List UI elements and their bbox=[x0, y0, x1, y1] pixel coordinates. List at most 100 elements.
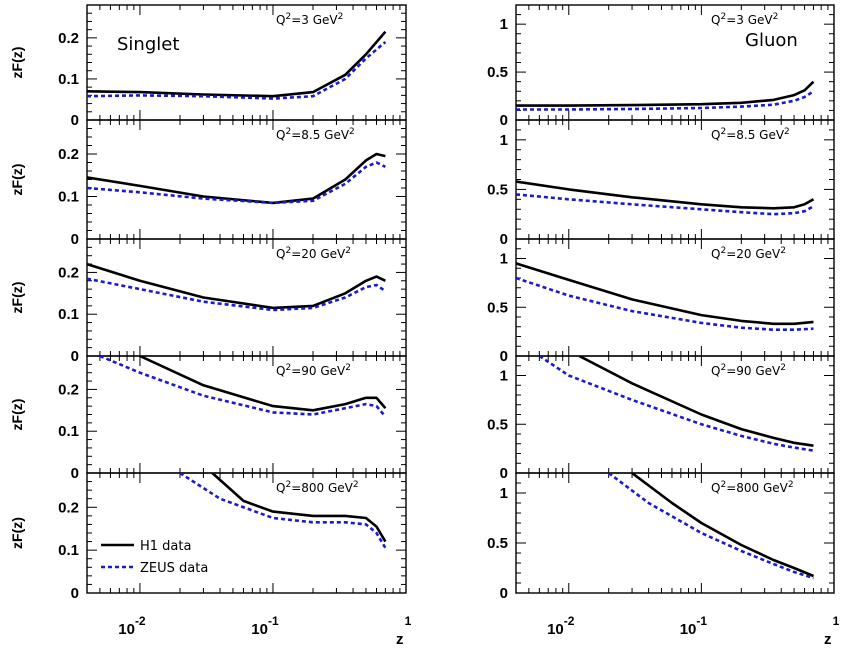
panel-frame bbox=[515, 4, 835, 121]
panel-frame bbox=[86, 355, 407, 474]
y-tick-label: 0.2 bbox=[58, 499, 79, 516]
panel-title: Gluon bbox=[745, 30, 798, 51]
series-line-zeus bbox=[87, 161, 386, 205]
panel-gluon-1: 0 0.5 1 Q2=8.5 GeV2 bbox=[487, 119, 835, 248]
series-line-zeus bbox=[87, 41, 387, 100]
y-axis-label: zF(z) bbox=[9, 517, 25, 549]
series-line-zeus bbox=[516, 276, 814, 331]
y-tick-label: 0.1 bbox=[58, 542, 79, 559]
legend-label: ZEUS data bbox=[140, 561, 208, 576]
panel-frame bbox=[515, 238, 835, 357]
y-axis-label: zF(z) bbox=[9, 47, 25, 79]
y-tick-label: 0 bbox=[71, 585, 79, 602]
x-tick-label: 1 bbox=[833, 614, 840, 628]
y-tick-label: 0 bbox=[71, 348, 79, 365]
x-tick-label: 10-2 bbox=[547, 614, 575, 638]
legend: H1 data ZEUS data bbox=[101, 539, 208, 576]
q2-label: Q2=3 GeV2 bbox=[711, 12, 778, 27]
panel-gluon-2: 0 0.5 1 Q2=20 GeV2 bbox=[487, 238, 835, 365]
series-line-h1 bbox=[516, 80, 815, 107]
y-tick-label: 1 bbox=[500, 251, 508, 268]
y-tick-label: 0.5 bbox=[487, 535, 508, 552]
y-tick-label: 1 bbox=[500, 16, 508, 33]
series-line-h1 bbox=[211, 473, 387, 543]
series-line-zeus bbox=[607, 473, 814, 580]
series-line-zeus bbox=[516, 193, 815, 216]
y-tick-label: 0.2 bbox=[58, 381, 79, 398]
legend-label: H1 data bbox=[140, 539, 191, 554]
panel-singlet-3: 0 0.1 0.2 zF(z) Q2=90 GeV2 bbox=[9, 355, 407, 482]
x-tick-label: 10-1 bbox=[251, 614, 279, 638]
y-tick-label: 1 bbox=[500, 368, 508, 385]
y-tick-label: 1 bbox=[500, 132, 508, 149]
series-group bbox=[538, 356, 814, 452]
y-axis-label: zF(z) bbox=[9, 282, 25, 314]
panel-gluon-0: 0 0.5 1 Q2=3 GeV2 Gluon bbox=[487, 4, 835, 129]
series-group bbox=[87, 30, 387, 100]
y-tick-label: 0 bbox=[71, 231, 79, 248]
panel-frame bbox=[515, 119, 835, 240]
q2-label: Q2=20 GeV2 bbox=[711, 246, 786, 261]
y-tick-label: 0.2 bbox=[58, 146, 79, 163]
series-line-h1 bbox=[87, 152, 386, 205]
y-tick-label: 0 bbox=[71, 465, 79, 482]
series-group bbox=[99, 356, 387, 418]
x-tick-label: 10-1 bbox=[680, 614, 708, 638]
series-line-zeus bbox=[179, 473, 387, 549]
panel-frame bbox=[86, 472, 407, 594]
series-line-h1 bbox=[87, 30, 387, 98]
series-group bbox=[87, 152, 386, 205]
y-tick-label: 0.1 bbox=[58, 306, 79, 323]
q2-label: Q2=800 GeV2 bbox=[276, 480, 359, 495]
y-tick-label: 0.1 bbox=[58, 423, 79, 440]
panel-singlet-1: 0 0.1 0.2 zF(z) Q2=8.5 GeV2 bbox=[9, 119, 407, 248]
x-tick-label: 10-2 bbox=[118, 614, 146, 638]
y-tick-label: 0 bbox=[71, 112, 79, 129]
y-tick-label: 0.5 bbox=[487, 181, 508, 198]
q2-label: Q2=800 GeV2 bbox=[711, 480, 794, 495]
series-line-zeus bbox=[516, 90, 815, 111]
panel-frame bbox=[86, 238, 407, 357]
y-tick-label: 0 bbox=[500, 112, 508, 129]
q2-label: Q2=8.5 GeV2 bbox=[276, 127, 355, 142]
y-tick-label: 0.1 bbox=[58, 189, 79, 206]
y-tick-label: 0 bbox=[500, 585, 508, 602]
series-line-h1 bbox=[87, 262, 386, 310]
panel-gluon-4: 0 0.5 1 Q2=800 GeV2 bbox=[487, 472, 835, 602]
q2-label: Q2=90 GeV2 bbox=[711, 363, 786, 378]
x-tick-label: 1 bbox=[405, 614, 412, 628]
series-group bbox=[607, 473, 814, 580]
panel-gluon-3: 0 0.5 1 Q2=90 GeV2 bbox=[487, 355, 835, 482]
q2-label: Q2=3 GeV2 bbox=[276, 12, 343, 27]
series-group bbox=[516, 180, 815, 216]
q2-label: Q2=20 GeV2 bbox=[276, 246, 351, 261]
series-line-h1 bbox=[516, 180, 815, 210]
series-line-h1 bbox=[139, 356, 387, 412]
y-tick-label: 0 bbox=[500, 231, 508, 248]
series-group bbox=[516, 80, 815, 111]
series-group bbox=[516, 262, 814, 331]
panel-singlet-4: 0 0.1 0.2 zF(z) Q2=800 GeV2 bbox=[9, 472, 407, 602]
x-axis-label: z bbox=[824, 631, 832, 648]
q2-label: Q2=8.5 GeV2 bbox=[711, 127, 790, 142]
series-line-zeus bbox=[99, 356, 387, 418]
panel-frame bbox=[86, 119, 407, 240]
series-line-h1 bbox=[631, 473, 814, 578]
y-axis-label: zF(z) bbox=[9, 164, 25, 196]
x-axis-label: z bbox=[396, 631, 404, 648]
y-tick-label: 0.5 bbox=[487, 299, 508, 316]
y-axis-label: zF(z) bbox=[9, 399, 25, 431]
panel-singlet-0: 0 0.1 0.2 zF(z) Q2=3 GeV2 Singlet bbox=[9, 4, 407, 129]
y-tick-label: 0.2 bbox=[58, 30, 79, 47]
panel-singlet-2: 0 0.1 0.2 zF(z) Q2=20 GeV2 bbox=[9, 238, 407, 365]
y-tick-label: 0.2 bbox=[58, 264, 79, 281]
series-line-h1 bbox=[578, 356, 814, 447]
y-tick-label: 0.5 bbox=[487, 64, 508, 81]
panel-title: Singlet bbox=[117, 34, 179, 55]
y-tick-label: 0 bbox=[500, 465, 508, 482]
y-tick-label: 0 bbox=[500, 348, 508, 365]
y-tick-label: 0.1 bbox=[58, 71, 79, 88]
series-line-zeus bbox=[538, 356, 814, 452]
y-tick-label: 1 bbox=[500, 485, 508, 502]
